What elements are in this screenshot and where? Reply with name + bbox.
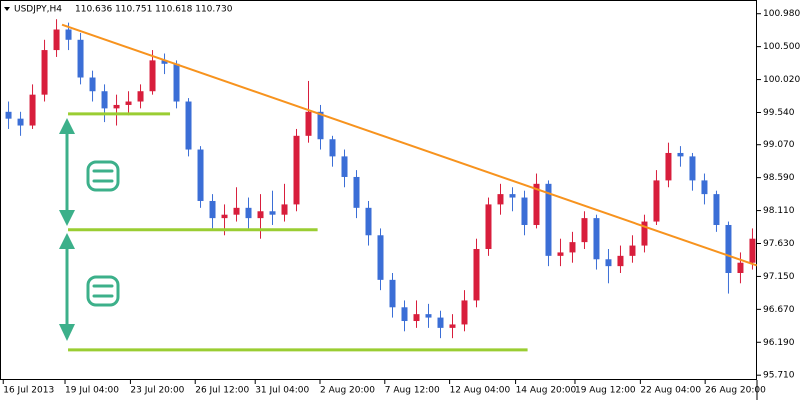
candle-body [617, 255, 624, 267]
y-tick-label: 98.590 [763, 173, 795, 183]
x-tick-label: 19 Jul 04:00 [65, 386, 119, 396]
candle-body [413, 314, 420, 322]
candle-body [545, 183, 552, 256]
y-tick-label: 99.070 [763, 140, 795, 150]
candle-body [209, 200, 216, 219]
candle-body [245, 207, 252, 219]
candle-body [569, 242, 576, 253]
candle-body [137, 91, 144, 102]
plot-frame [0, 0, 757, 380]
y-tick-label: 95.710 [763, 371, 795, 381]
candle-body [293, 135, 300, 205]
candle-body [557, 252, 564, 256]
candle-body [389, 279, 396, 308]
candle-body [77, 39, 84, 78]
candle-body [329, 139, 336, 157]
annotation-arrows [59, 118, 75, 341]
y-tick-label: 98.110 [763, 206, 795, 216]
plot-layer [5, 19, 758, 352]
candle-body [605, 259, 612, 267]
x-tick-label: 31 Jul 04:00 [255, 386, 309, 396]
candle-body [173, 63, 180, 102]
ohlc-text: 110.636 110.751 110.618 110.730 [75, 5, 233, 15]
equal-icons [86, 160, 120, 307]
candle-body [53, 29, 60, 51]
y-tick-label: 96.670 [763, 305, 795, 315]
candle-body [149, 60, 156, 92]
candle-body [341, 156, 348, 177]
candle-body [65, 29, 72, 40]
y-tick-label: 96.190 [763, 338, 795, 348]
candle-body [581, 218, 588, 243]
candle-body [317, 111, 324, 140]
candle-body [125, 101, 132, 105]
candle-body [737, 262, 744, 273]
candle-body [17, 118, 24, 126]
y-tick-label: 97.150 [763, 272, 795, 282]
candle-body [257, 211, 264, 219]
candle-body [353, 176, 360, 208]
candle-body [689, 156, 696, 181]
candle-body [701, 180, 708, 195]
menu-triangle [4, 7, 10, 11]
candle-body [377, 235, 384, 280]
x-tick-label: 19 Aug 12:00 [575, 386, 636, 396]
candle-body [677, 152, 684, 157]
candle-body [449, 324, 456, 328]
candle-body [473, 248, 480, 301]
x-tick-label: 7 Aug 12:00 [385, 386, 440, 396]
candle-body [593, 218, 600, 260]
candle-body [437, 317, 444, 328]
x-tick-label: 12 Aug 04:00 [450, 386, 511, 396]
candle-body [485, 204, 492, 249]
y-tick-label: 100.500 [763, 42, 800, 52]
candle-body [749, 238, 756, 263]
candle-body [509, 194, 516, 198]
candle-body [233, 207, 240, 215]
x-tick-label: 26 Aug 20:00 [705, 386, 766, 396]
y-tick-label: 99.540 [763, 108, 795, 118]
x-tick-label: 16 Jul 2013 [3, 386, 54, 396]
candle-body [461, 300, 468, 325]
y-tick-label: 100.020 [763, 75, 800, 85]
candle-body [521, 197, 528, 225]
candle-body [101, 91, 108, 109]
candle-body [89, 77, 96, 92]
candle-body [665, 152, 672, 181]
candle-body [641, 221, 648, 246]
candle-body [401, 307, 408, 322]
x-tick-label: 14 Aug 20:00 [516, 386, 577, 396]
x-tick-label: 26 Jul 12:00 [195, 386, 249, 396]
candle-body [185, 101, 192, 150]
candle-body [5, 111, 12, 119]
candle-body [197, 149, 204, 201]
candle-body [161, 60, 168, 64]
y-tick-label: 97.630 [763, 239, 795, 249]
x-tick-label: 22 Aug 04:00 [640, 386, 701, 396]
candle-body [29, 94, 36, 126]
candle-body [365, 207, 372, 236]
candle-body [305, 111, 312, 136]
candle-body [113, 104, 120, 109]
candle-body [533, 183, 540, 225]
candle-body [725, 224, 732, 273]
candle-body [497, 194, 504, 205]
trendline [61, 23, 758, 267]
candle-body [425, 314, 432, 318]
candle-body [221, 214, 228, 219]
candle-body [281, 204, 288, 215]
symbol: USDJPY,H4 [14, 5, 62, 15]
x-tick-label: 2 Aug 20:00 [320, 386, 375, 396]
candle-body [713, 194, 720, 225]
x-tick-label: 23 Jul 20:00 [130, 386, 184, 396]
y-tick-label: 100.980 [763, 9, 800, 19]
candle-body [41, 50, 48, 95]
candle-body [653, 180, 660, 222]
candle-body [269, 211, 276, 215]
candle-body [629, 245, 636, 256]
